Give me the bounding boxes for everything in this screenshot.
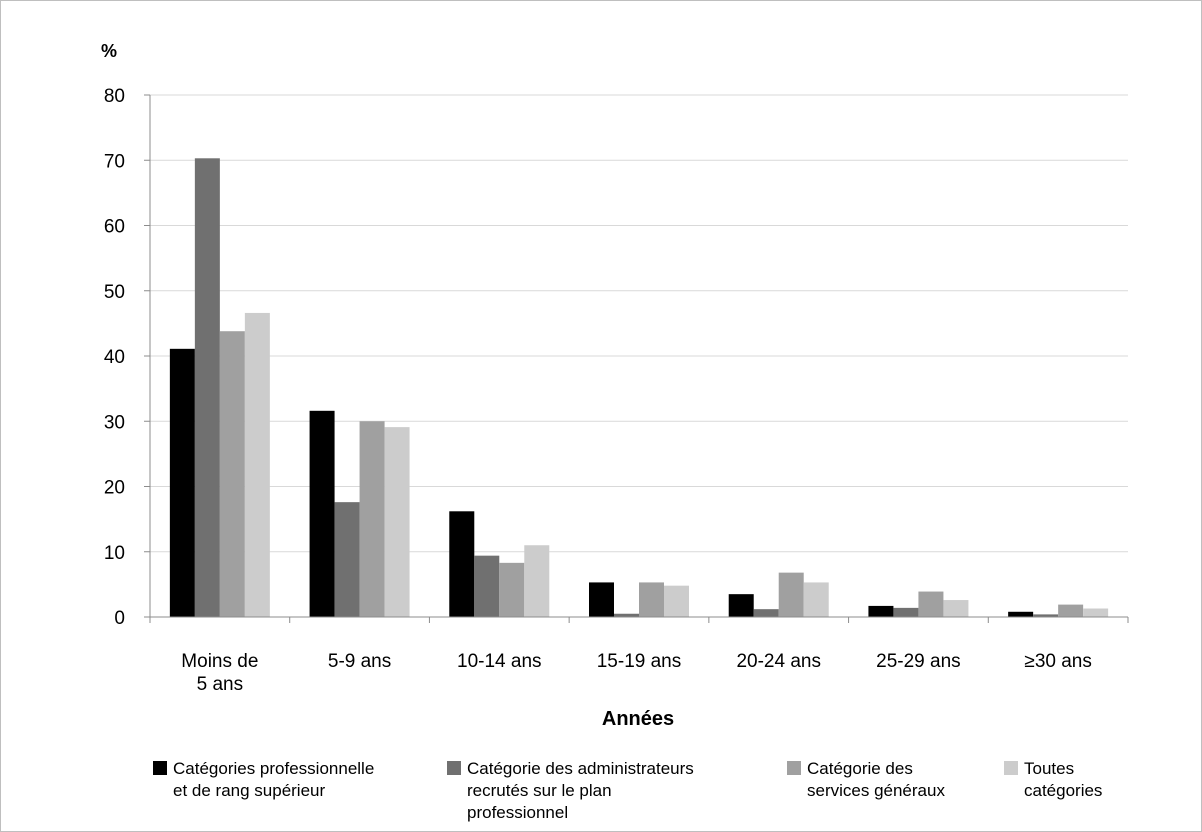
y-tick-labels: 0 10 20 30 40 50 60 70 80 <box>104 86 125 629</box>
bar <box>1033 614 1059 617</box>
legend-entry: Toutes catégories <box>1024 759 1102 800</box>
legend-swatch <box>153 761 167 775</box>
y-tick-label: 0 <box>114 608 125 629</box>
bar <box>614 613 639 617</box>
bar <box>918 591 944 617</box>
bar <box>943 600 969 617</box>
y-axis-label: % <box>101 41 117 61</box>
x-category-label: Moins de 5 ans <box>181 651 258 695</box>
bar <box>868 605 894 617</box>
y-tick-label: 20 <box>104 478 125 499</box>
y-tick-label: 70 <box>104 151 125 172</box>
legend: Catégories professionnelle et de rang sup… <box>153 759 1102 822</box>
bar <box>1008 611 1034 617</box>
bar <box>753 609 779 617</box>
axes <box>144 94 1129 623</box>
bars <box>169 158 1109 618</box>
bar <box>778 572 804 617</box>
bar <box>639 582 664 617</box>
x-category-labels: Moins de 5 ans 5-9 ans 10-14 ans 15-19 ans 20… <box>181 651 1092 695</box>
legend-entry: Catégorie des administrateurs recrutés su… <box>467 759 694 822</box>
bar <box>1058 604 1084 617</box>
bar <box>219 331 245 617</box>
gridlines <box>150 94 1128 553</box>
bar <box>449 511 475 617</box>
legend-entry: Catégories professionnelle et de rang sup… <box>173 759 374 800</box>
bar <box>499 562 525 617</box>
x-category-label: 25-29 ans <box>876 651 961 672</box>
bar <box>194 158 220 618</box>
bar <box>169 348 195 617</box>
x-category-label: 15-19 ans <box>597 651 682 672</box>
legend-entry: Catégorie des services généraux <box>807 759 945 800</box>
x-category-label: 10-14 ans <box>457 651 542 672</box>
bar <box>803 582 829 617</box>
legend-swatch <box>787 761 801 775</box>
bar <box>1083 608 1109 617</box>
bar <box>474 555 500 617</box>
bar <box>309 410 335 617</box>
bar <box>244 312 270 617</box>
y-tick-label: 80 <box>104 86 125 107</box>
x-category-label: 5-9 ans <box>328 651 391 672</box>
x-category-label: ≥30 ans <box>1024 651 1091 672</box>
legend-swatch <box>1004 761 1018 775</box>
bar <box>728 594 754 617</box>
bar <box>334 502 360 617</box>
y-tick-label: 30 <box>104 412 125 433</box>
bar <box>589 582 614 617</box>
bar <box>384 427 410 617</box>
bar <box>893 607 919 617</box>
y-tick-label: 40 <box>104 347 125 368</box>
y-tick-label: 60 <box>104 217 125 238</box>
legend-swatch <box>447 761 461 775</box>
y-tick-label: 10 <box>104 543 125 564</box>
bar <box>664 585 689 617</box>
x-axis-label: Années <box>602 708 674 730</box>
bar <box>359 421 385 617</box>
y-tick-label: 50 <box>104 282 125 303</box>
bar <box>524 545 550 617</box>
x-category-label: 20-24 ans <box>736 651 821 672</box>
